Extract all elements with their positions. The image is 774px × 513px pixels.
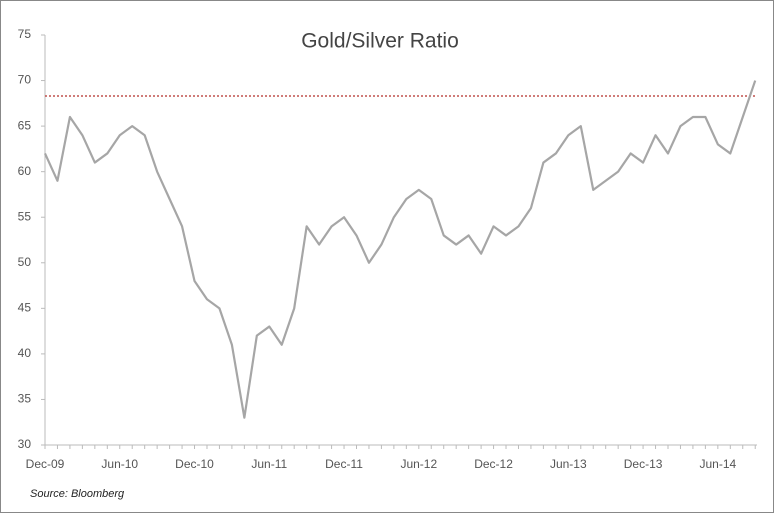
- y-tick-label: 45: [18, 301, 32, 315]
- y-tick-label: 30: [18, 437, 32, 451]
- y-tick-label: 35: [18, 392, 32, 406]
- y-tick-label: 40: [18, 346, 32, 360]
- y-tick-label: 70: [18, 73, 32, 87]
- x-tick-label: Jun-11: [251, 457, 287, 471]
- source-note: Source: Bloomberg: [30, 488, 125, 500]
- x-tick-label: Jun-12: [400, 457, 437, 471]
- y-tick-label: 65: [18, 118, 32, 132]
- y-tick-label: 60: [18, 164, 32, 178]
- x-tick-label: Dec-09: [26, 457, 65, 471]
- data-line: [43, 80, 757, 419]
- x-tick-label: Dec-11: [325, 457, 363, 471]
- x-tick-label: Jun-13: [550, 457, 587, 471]
- y-tick-label: 75: [18, 27, 32, 41]
- x-tick-label: Jun-10: [101, 457, 138, 471]
- x-tick-label: Dec-12: [474, 457, 513, 471]
- x-tick-label: Jun-14: [699, 457, 736, 471]
- y-tick-label: 50: [18, 255, 32, 269]
- x-tick-label: Dec-13: [624, 457, 663, 471]
- chart-title: Gold/Silver Ratio: [301, 30, 459, 53]
- y-tick-label: 55: [18, 209, 32, 223]
- x-tick-label: Dec-10: [175, 457, 214, 471]
